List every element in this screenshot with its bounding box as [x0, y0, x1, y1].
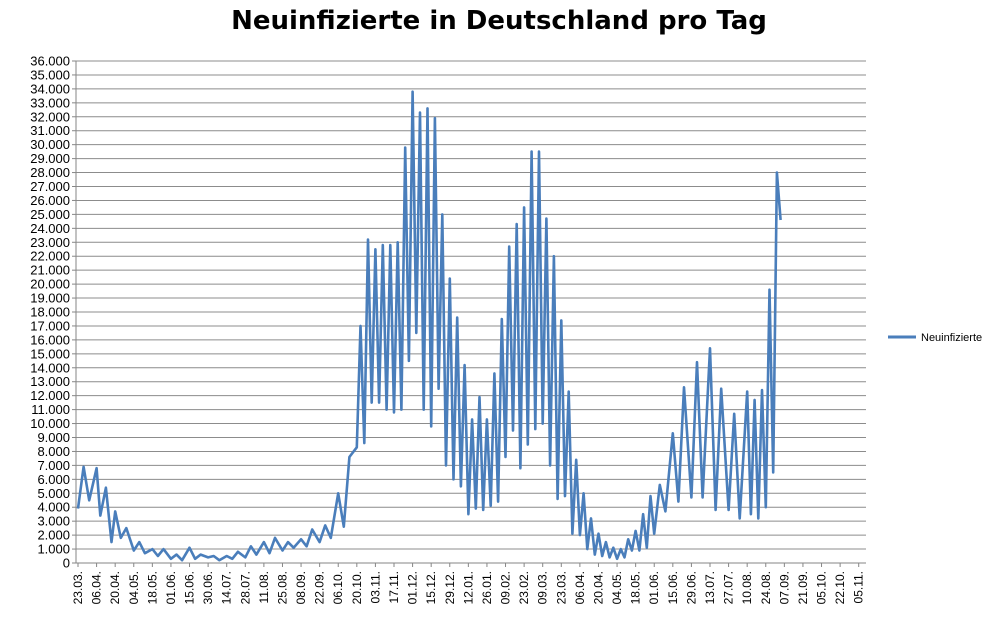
x-tick-label: 03.11.: [368, 571, 382, 603]
x-tick-label: 22.09.: [313, 571, 327, 604]
y-tick-label: 18.000: [30, 305, 70, 320]
x-tick-label: 05.10.: [815, 571, 829, 604]
x-tick-label: 18.05.: [629, 571, 643, 604]
x-tick-label: 04.05.: [127, 571, 141, 604]
x-tick-label: 23.02.: [517, 571, 531, 604]
x-axis: 23.03. 06.04. 20.04. 04.05. 18.05. 01.06. 15.0…: [71, 563, 866, 604]
y-tick-label: 10.000: [30, 416, 70, 431]
y-tick-label: 31.000: [30, 123, 70, 138]
x-tick-label: 20.10.: [350, 571, 364, 604]
legend: Neuinfizierte: [888, 332, 982, 344]
x-tick-label: 07.09.: [777, 571, 791, 604]
x-tick-label: 23.03.: [71, 571, 85, 604]
y-tick-label: 1.000: [37, 542, 70, 557]
x-tick-label: 15.12.: [424, 571, 438, 604]
y-tick-label: 20.000: [30, 277, 70, 292]
grid-lines: [76, 60, 866, 564]
y-tick-label: 13.000: [30, 374, 70, 389]
x-tick-label: 18.05.: [145, 571, 159, 604]
x-tick-label: 14.07.: [220, 571, 234, 604]
y-tick-label: 12.000: [30, 388, 70, 403]
y-tick-label: 33.000: [30, 95, 70, 110]
y-tick-label: 25.000: [30, 207, 70, 222]
x-tick-label: 20.04.: [108, 571, 122, 604]
x-tick-label: 25.08.: [275, 571, 289, 604]
y-tick-label: 7.000: [37, 458, 70, 473]
x-tick-label: 09.02.: [499, 571, 513, 604]
x-tick-label: 21.09.: [796, 571, 810, 604]
x-tick-label: 29.06.: [684, 571, 698, 604]
chart-title: Neuinfizierte in Deutschland pro Tag: [231, 6, 767, 36]
x-tick-label: 09.03.: [536, 571, 550, 604]
y-tick-label: 36.000: [30, 54, 70, 69]
y-tick-label: 14.000: [30, 360, 70, 375]
y-tick-label: 4.000: [37, 500, 70, 515]
y-axis: 01.0002.0003.0004.0005.0006.0007.0008.00…: [30, 54, 77, 571]
y-tick-label: 32.000: [30, 109, 70, 124]
x-tick-label: 28.07.: [238, 571, 252, 604]
x-tick-label: 15.06.: [183, 571, 197, 604]
y-tick-label: 3.000: [37, 514, 70, 529]
x-tick-label: 15.06.: [666, 571, 680, 604]
y-tick-label: 0: [63, 556, 70, 571]
series-line: [76, 90, 782, 562]
y-tick-label: 2.000: [37, 528, 70, 543]
x-tick-label: 04.05.: [610, 571, 624, 604]
y-tick-label: 9.000: [37, 430, 70, 445]
x-tick-label: 12.01.: [461, 571, 475, 604]
x-tick-label: 10.08.: [740, 571, 754, 604]
y-tick-label: 34.000: [30, 81, 70, 96]
y-tick-label: 27.000: [30, 179, 70, 194]
x-tick-label: 20.04.: [591, 571, 605, 604]
x-tick-label: 22.10.: [833, 571, 847, 604]
y-tick-label: 23.000: [30, 235, 70, 250]
x-tick-label: 24.08.: [759, 571, 773, 604]
legend-label: Neuinfizierte: [921, 332, 982, 344]
y-tick-label: 17.000: [30, 318, 70, 333]
y-tick-label: 26.000: [30, 193, 70, 208]
x-tick-label: 29.12.: [443, 571, 457, 604]
y-tick-label: 11.000: [31, 402, 70, 417]
y-tick-label: 35.000: [30, 67, 70, 82]
y-tick-label: 6.000: [37, 472, 70, 487]
x-tick-label: 01.06.: [164, 571, 178, 604]
x-tick-label: 06.10.: [331, 571, 345, 604]
y-tick-label: 15.000: [30, 346, 70, 361]
x-tick-label: 05.11.: [852, 571, 866, 603]
y-tick-label: 22.000: [30, 249, 70, 264]
y-tick-label: 8.000: [37, 444, 70, 459]
y-tick-label: 19.000: [30, 291, 70, 306]
x-tick-label: 06.04.: [573, 571, 587, 604]
x-tick-label: 08.09.: [294, 571, 308, 604]
x-tick-label: 06.04.: [90, 571, 104, 604]
x-tick-label: 01.06.: [647, 571, 661, 604]
y-tick-label: 29.000: [30, 151, 70, 166]
x-tick-label: 26.01.: [480, 571, 494, 604]
x-tick-label: 23.03.: [554, 571, 568, 604]
y-tick-label: 28.000: [30, 165, 70, 180]
x-tick-label: 01.12.: [406, 571, 420, 604]
y-tick-label: 30.000: [30, 137, 70, 152]
x-tick-label: 27.07.: [722, 571, 736, 604]
y-tick-label: 21.000: [30, 263, 70, 278]
y-tick-label: 16.000: [30, 332, 70, 347]
x-tick-label: 11.08.: [257, 571, 271, 603]
series-layer: [76, 90, 782, 562]
y-tick-label: 24.000: [30, 221, 70, 236]
x-tick-label: 13.07.: [703, 571, 717, 604]
x-tick-label: 30.06.: [201, 571, 215, 604]
x-tick-label: 17.11.: [387, 571, 401, 603]
y-tick-label: 5.000: [37, 486, 70, 501]
